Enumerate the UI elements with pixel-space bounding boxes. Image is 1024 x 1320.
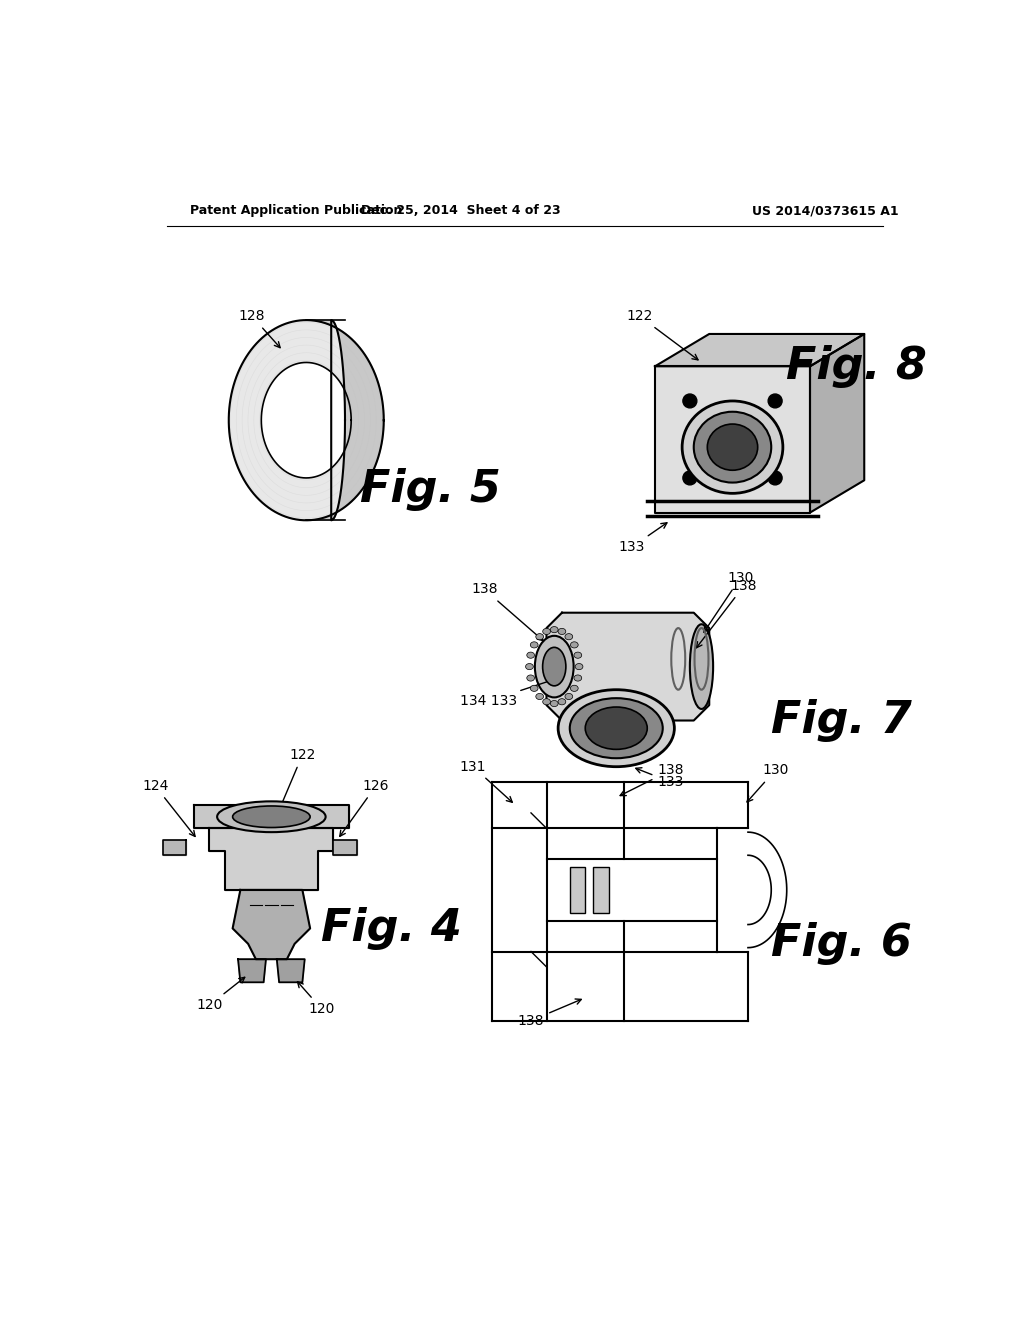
Ellipse shape: [693, 412, 771, 483]
Ellipse shape: [543, 647, 566, 686]
Text: 138: 138: [621, 763, 684, 796]
Text: 131: 131: [460, 759, 512, 803]
Polygon shape: [655, 334, 864, 367]
Text: 138: 138: [518, 999, 582, 1028]
Polygon shape: [547, 612, 710, 721]
Text: 133: 133: [636, 768, 684, 789]
Ellipse shape: [535, 636, 573, 697]
Ellipse shape: [708, 424, 758, 470]
Ellipse shape: [536, 634, 544, 640]
Ellipse shape: [569, 698, 663, 758]
Ellipse shape: [586, 708, 647, 750]
Polygon shape: [810, 334, 864, 512]
Ellipse shape: [575, 664, 583, 669]
Ellipse shape: [525, 664, 534, 669]
Polygon shape: [228, 321, 384, 520]
Text: Dec. 25, 2014  Sheet 4 of 23: Dec. 25, 2014 Sheet 4 of 23: [361, 205, 561, 218]
Text: 138: 138: [471, 582, 544, 640]
Polygon shape: [261, 363, 351, 478]
Ellipse shape: [682, 401, 783, 494]
Text: 124: 124: [142, 779, 195, 837]
Ellipse shape: [558, 689, 675, 767]
Text: 133: 133: [618, 523, 667, 554]
FancyBboxPatch shape: [593, 867, 608, 913]
Text: 120: 120: [298, 982, 335, 1016]
Ellipse shape: [526, 652, 535, 659]
Text: Fig. 5: Fig. 5: [359, 469, 501, 511]
Ellipse shape: [232, 807, 310, 828]
Text: US 2014/0373615 A1: US 2014/0373615 A1: [753, 205, 899, 218]
Text: 130: 130: [746, 763, 788, 803]
Text: Fig. 8: Fig. 8: [786, 345, 927, 388]
Ellipse shape: [558, 698, 566, 705]
Ellipse shape: [574, 675, 582, 681]
Polygon shape: [209, 829, 334, 890]
Ellipse shape: [536, 693, 544, 700]
Ellipse shape: [690, 624, 713, 709]
Circle shape: [683, 471, 697, 484]
Text: 122: 122: [272, 748, 315, 824]
Ellipse shape: [530, 642, 538, 648]
Ellipse shape: [526, 675, 535, 681]
FancyBboxPatch shape: [569, 867, 586, 913]
Ellipse shape: [217, 801, 326, 832]
Circle shape: [683, 395, 697, 408]
Text: Patent Application Publication: Patent Application Publication: [190, 205, 402, 218]
Polygon shape: [163, 840, 186, 855]
Ellipse shape: [550, 701, 558, 706]
Polygon shape: [238, 960, 266, 982]
Ellipse shape: [543, 628, 551, 635]
Text: Fig. 7: Fig. 7: [771, 700, 911, 742]
Polygon shape: [655, 367, 810, 512]
Text: 130: 130: [703, 572, 754, 632]
Polygon shape: [194, 805, 349, 829]
Ellipse shape: [543, 698, 551, 705]
Ellipse shape: [565, 693, 572, 700]
Ellipse shape: [558, 628, 566, 635]
Ellipse shape: [570, 685, 579, 692]
Ellipse shape: [574, 652, 582, 659]
Text: 138: 138: [696, 578, 758, 648]
Text: 120: 120: [197, 977, 245, 1012]
Text: 122: 122: [627, 309, 698, 360]
Circle shape: [683, 433, 697, 446]
Ellipse shape: [570, 642, 579, 648]
Ellipse shape: [550, 627, 558, 632]
Text: Fig. 6: Fig. 6: [771, 923, 911, 965]
Circle shape: [768, 395, 782, 408]
Circle shape: [768, 471, 782, 484]
Polygon shape: [276, 960, 305, 982]
Polygon shape: [334, 840, 356, 855]
Circle shape: [768, 433, 782, 446]
Ellipse shape: [565, 634, 572, 640]
Text: 128: 128: [239, 309, 281, 347]
Text: 126: 126: [340, 779, 389, 837]
Polygon shape: [306, 321, 384, 520]
Text: Fig. 4: Fig. 4: [322, 907, 462, 950]
Polygon shape: [232, 890, 310, 960]
Text: 134 133: 134 133: [460, 678, 554, 708]
Ellipse shape: [530, 685, 538, 692]
